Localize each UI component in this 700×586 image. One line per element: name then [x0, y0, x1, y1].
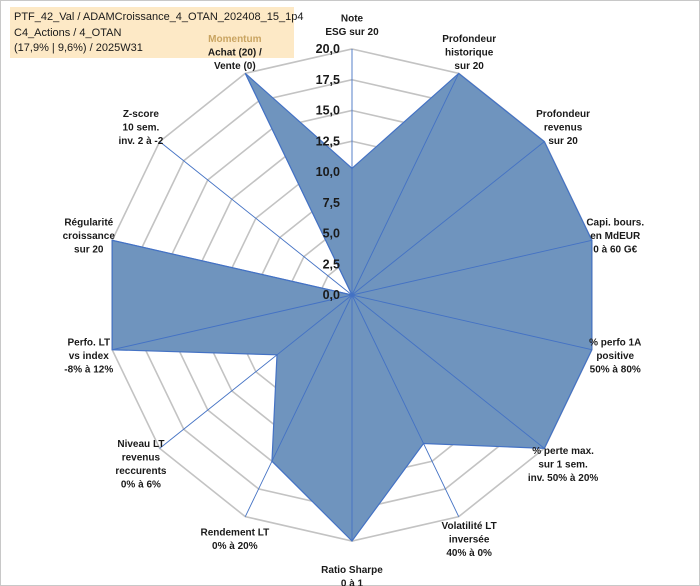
axis-label-4: % perfo 1A positive 50% à 80%: [589, 338, 641, 376]
tick-label-7: 17,5: [316, 73, 340, 87]
axis-label-9: Niveau LT revenus reccurents 0% à 6%: [115, 439, 167, 491]
axis-label-12: Z-score 10 sem. inv. 2 à -2: [118, 109, 163, 147]
axis-spoke-4: [351, 294, 592, 351]
axis-label-10: Perfo. LT vs index -8% à 12%: [64, 338, 113, 376]
axis-label-0: Note ESG sur 20: [325, 14, 379, 39]
axis-spoke-6: [351, 294, 460, 517]
axis-spoke-1: [351, 73, 460, 296]
axis-label-1: Profondeur historique sur 20: [442, 34, 496, 72]
axis-spoke-12: [159, 141, 353, 296]
chart-title-box: PTF_42_Val / ADAMCroissance_4_OTAN_20240…: [10, 7, 304, 58]
tick-label-8: 20,0: [316, 42, 340, 56]
axis-label-2: Profondeur revenus sur 20: [536, 109, 590, 147]
axis-spoke-8: [244, 294, 353, 517]
axis-label-13: Momentum Achat (20) / Vente (0): [208, 34, 262, 72]
title-line-2: C4_Actions / 4_OTAN: [14, 26, 122, 39]
axis-label-5: % perte max. sur 1 sem. inv. 50% à 20%: [528, 446, 599, 484]
tick-label-1: 2,5: [323, 257, 340, 271]
tick-label-2: 5,0: [323, 227, 340, 241]
title-line-3: (17,9% | 9,6%) / 2025W31: [14, 42, 143, 54]
tick-label-5: 12,5: [316, 134, 340, 148]
axis-label-11: Régularité croissance sur 20: [63, 217, 116, 255]
axis-spoke-2: [351, 141, 545, 296]
tick-label-6: 15,0: [316, 104, 340, 118]
axis-spoke-5: [351, 294, 545, 449]
axis-spoke-3: [351, 239, 592, 296]
axis-label-6: Volatilité LT inversée 40% à 0%: [442, 521, 497, 559]
tick-label-4: 10,0: [316, 165, 340, 179]
tick-label-3: 7,5: [323, 196, 340, 210]
axis-label-3: Capi. bours. en MdEUR 0 à 60 G€: [586, 217, 644, 255]
axis-spoke-10: [112, 294, 353, 351]
axis-label-8: Rendement LT 0% à 20%: [200, 528, 269, 553]
axis-label-7: Ratio Sharpe 0 à 1: [321, 565, 383, 586]
tick-label-0: 0,0: [323, 288, 340, 302]
axis-spoke-13: [244, 73, 353, 296]
title-line-1: PTF_42_Val / ADAMCroissance_4_OTAN_20240…: [14, 11, 304, 23]
axis-spoke-11: [112, 239, 353, 296]
axis-spoke-9: [159, 294, 353, 449]
